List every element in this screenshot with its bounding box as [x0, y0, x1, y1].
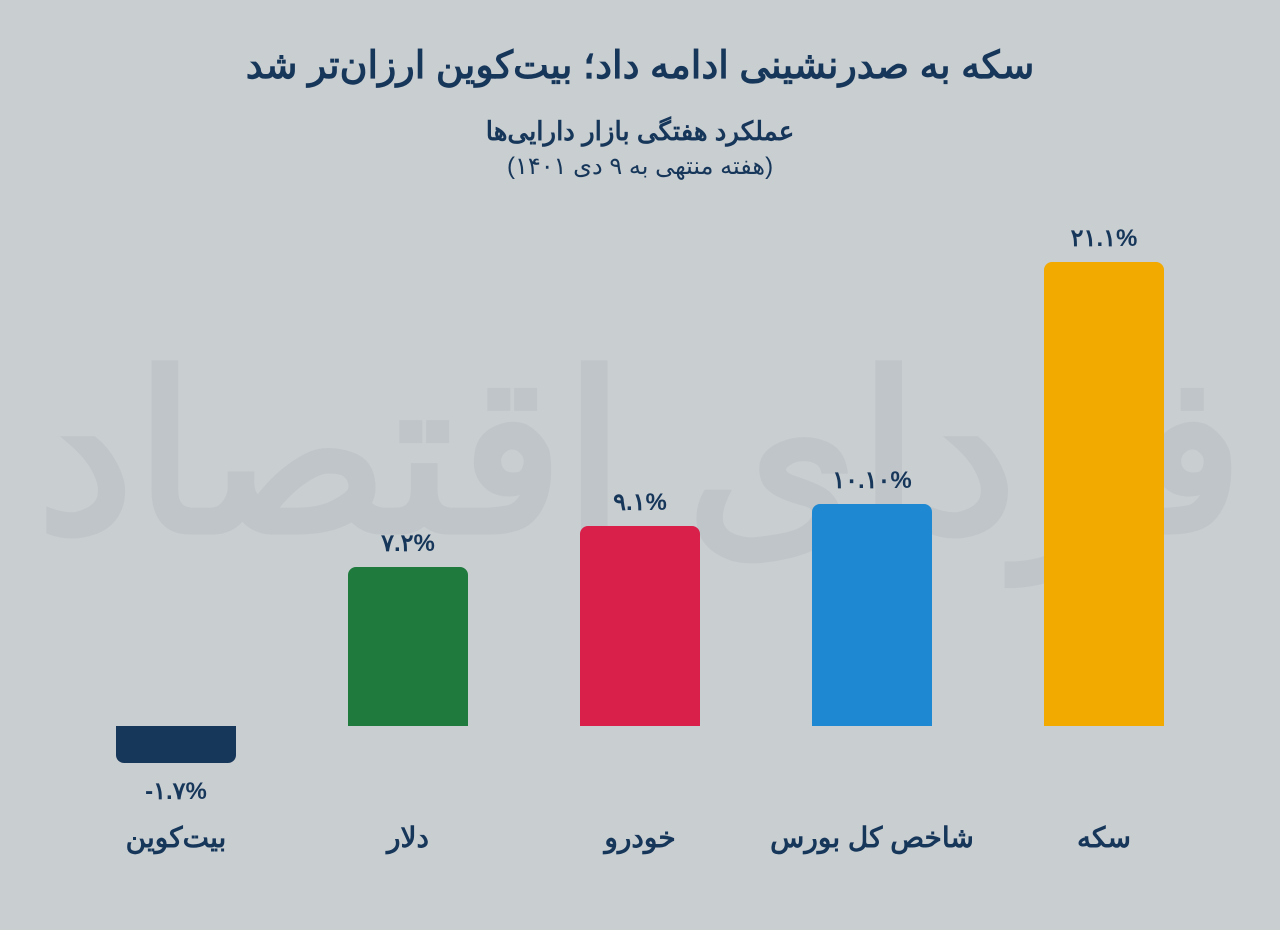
chart-bars: ۲۱.۱% ۱۰.۱۰% ۹.۱% ۷.۲% -۱.۷%: [60, 221, 1220, 781]
bar-slot: ۷.۲%: [292, 221, 524, 781]
bar-slot: ۹.۱%: [524, 221, 756, 781]
chart-title: سکه به صدرنشینی ادامه داد؛ بیت‌کوین ارزا…: [60, 40, 1220, 93]
bar: [812, 504, 932, 726]
chart-area: ۲۱.۱% ۱۰.۱۰% ۹.۱% ۷.۲% -۱.۷% سکهشاخص کل بورس…: [60, 221, 1220, 880]
category-labels: سکهشاخص کل بورسخودرودلاربیت‌کوین: [60, 821, 1220, 854]
value-label: ۷.۲%: [308, 529, 508, 558]
content: سکه به صدرنشینی ادامه داد؛ بیت‌کوین ارزا…: [0, 0, 1280, 930]
category-label: دلار: [292, 821, 524, 854]
bar: [580, 526, 700, 726]
bar-slot: ۱۰.۱۰%: [756, 221, 988, 781]
chart-date-note: (هفته منتهی به ۹ دی ۱۴۰۱): [60, 152, 1220, 181]
value-label: ۹.۱%: [540, 488, 740, 517]
chart-canvas: فردای اقتصاد سکه به صدرنشینی ادامه داد؛ …: [0, 0, 1280, 930]
bar: [1044, 262, 1164, 725]
value-label: ۱۰.۱۰%: [772, 466, 972, 495]
chart-subtitle: عملکرد هفتگی بازار دارایی‌ها: [60, 113, 1220, 149]
value-label: ۲۱.۱%: [1004, 224, 1204, 253]
category-label: شاخص کل بورس: [756, 821, 988, 854]
bar-slot: ۲۱.۱%: [988, 221, 1220, 781]
bar: [348, 567, 468, 725]
bar-slot: -۱.۷%: [60, 221, 292, 781]
bar: [116, 726, 236, 763]
value-label: -۱.۷%: [76, 777, 276, 806]
category-label: بیت‌کوین: [60, 821, 292, 854]
category-label: سکه: [988, 821, 1220, 854]
chart-plot: ۲۱.۱% ۱۰.۱۰% ۹.۱% ۷.۲% -۱.۷%: [60, 221, 1220, 781]
category-label: خودرو: [524, 821, 756, 854]
